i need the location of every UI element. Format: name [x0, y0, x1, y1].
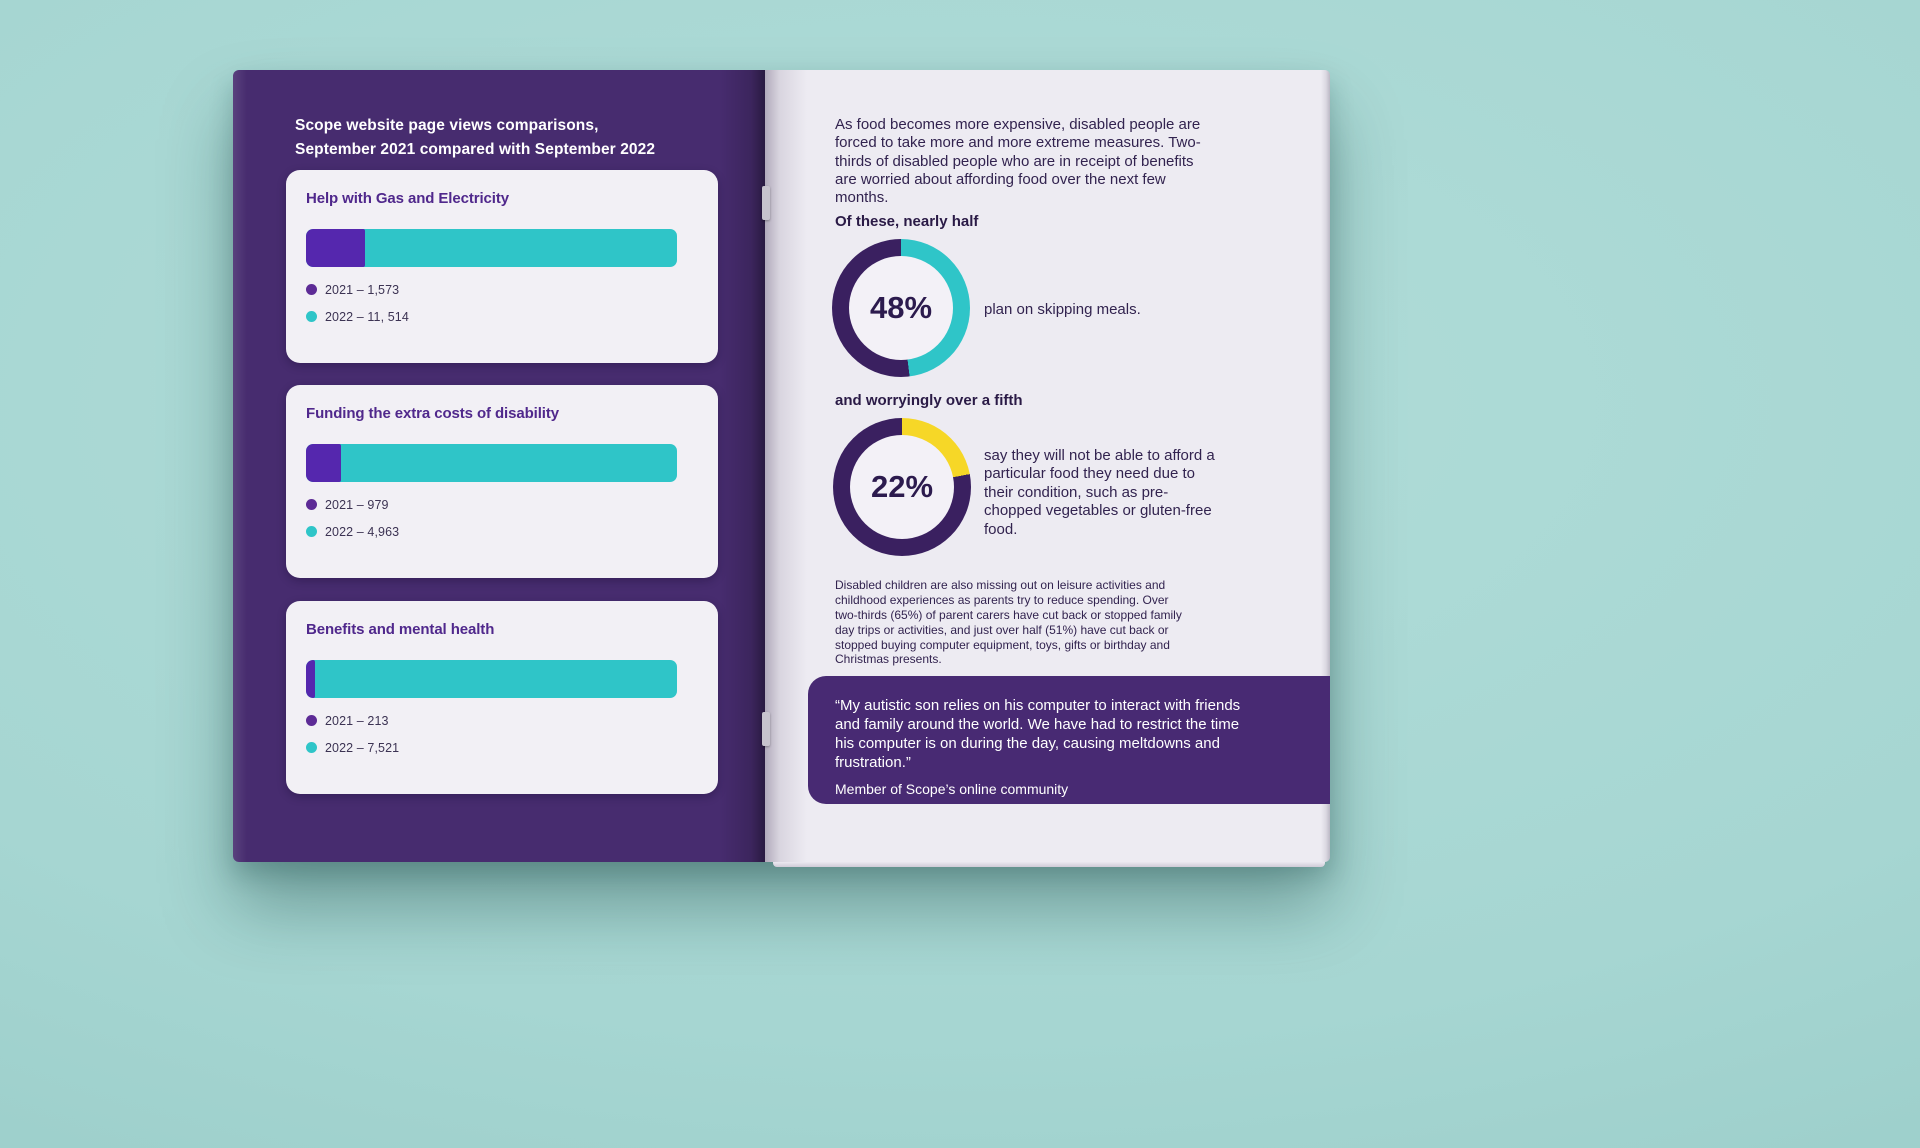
page-stack-edge — [773, 860, 1325, 867]
legend-dot-2021 — [306, 499, 317, 510]
donut-chart-48pct: 48% — [832, 239, 970, 377]
donut-22-label: 22% — [870, 469, 934, 504]
donut-chart-22pct: 22% — [833, 418, 971, 556]
legend-label-2021: 2021 – 213 — [325, 713, 389, 728]
chart-title: Help with Gas and Electricity — [306, 190, 509, 207]
bar-2022 — [306, 660, 677, 698]
legend: 2021 – 979 2022 – 4,963 — [306, 491, 399, 545]
quote-attribution: Member of Scope’s online community — [835, 781, 1069, 798]
left-page-title-line2: September 2021 compared with September 2… — [295, 141, 656, 159]
chart-title: Funding the extra costs of disability — [306, 405, 559, 422]
legend-dot-2022 — [306, 526, 317, 537]
chart-card-gas-electricity: Help with Gas and Electricity 2021 – 1,5… — [286, 170, 718, 363]
bar-2022 — [306, 229, 677, 267]
legend-dot-2021 — [306, 715, 317, 726]
legend-item-2022: 2022 – 4,963 — [306, 518, 399, 545]
right-page: As food becomes more expensive, disabled… — [765, 70, 1330, 862]
staple-mark-bottom — [762, 712, 770, 746]
legend-item-2022: 2022 – 11, 514 — [306, 303, 409, 330]
staple-mark-top — [762, 186, 770, 220]
legend-item-2021: 2021 – 213 — [306, 707, 399, 734]
children-paragraph: Disabled children are also missing out o… — [835, 578, 1182, 667]
legend-label-2022: 2022 – 11, 514 — [325, 309, 409, 324]
legend-dot-2022 — [306, 311, 317, 322]
chart-title: Benefits and mental health — [306, 621, 495, 638]
heading-nearly-half: Of these, nearly half — [835, 213, 979, 230]
legend-item-2022: 2022 – 7,521 — [306, 734, 399, 761]
bar-2022 — [306, 444, 677, 482]
chart-card-benefits-mental-health: Benefits and mental health 2021 – 213 20… — [286, 601, 718, 794]
left-page-title-line1: Scope website page views comparisons, — [295, 117, 599, 134]
legend-label-2022: 2022 – 4,963 — [325, 524, 400, 539]
quote-block: “My autistic son relies on his computer … — [808, 676, 1330, 804]
bar-2021-segment — [306, 229, 366, 267]
legend-item-2021: 2021 – 1,573 — [306, 276, 409, 303]
legend-label-2021: 2021 – 979 — [325, 497, 389, 512]
legend-label-2021: 2021 – 1,573 — [325, 282, 400, 297]
bar-2021-segment — [306, 660, 315, 698]
legend-dot-2021 — [306, 284, 317, 295]
quote-text: “My autistic son relies on his computer … — [835, 697, 1241, 772]
donut-48-caption: plan on skipping meals. — [984, 301, 1141, 318]
legend: 2021 – 1,573 2022 – 11, 514 — [306, 276, 409, 330]
donut-48-label: 48% — [869, 290, 933, 325]
heading-over-a-fifth: and worryingly over a fifth — [835, 392, 1023, 409]
legend: 2021 – 213 2022 – 7,521 — [306, 707, 399, 761]
intro-paragraph: As food becomes more expensive, disabled… — [835, 116, 1201, 207]
legend-dot-2022 — [306, 742, 317, 753]
open-brochure: Scope website page views comparisons, Se… — [233, 70, 1330, 867]
legend-label-2022: 2022 – 7,521 — [325, 740, 400, 755]
chart-card-extra-costs: Funding the extra costs of disability 20… — [286, 385, 718, 578]
bar-2021-segment — [306, 444, 342, 482]
left-page-title: Scope website page views comparisons, Se… — [295, 114, 655, 162]
left-page: Scope website page views comparisons, Se… — [233, 70, 765, 862]
legend-item-2021: 2021 – 979 — [306, 491, 399, 518]
donut-22-caption: say they will not be able to afford a pa… — [984, 447, 1215, 538]
